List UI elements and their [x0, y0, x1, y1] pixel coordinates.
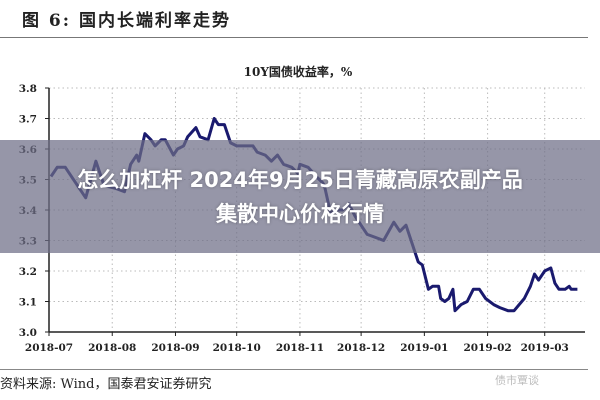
figure-title: 图 6: 国内长端利率走势: [22, 11, 231, 31]
x-tick-label: 2018-08: [88, 342, 136, 354]
y-tick-label: 3.8: [19, 83, 37, 95]
watermark: 债市覃谈: [495, 374, 539, 387]
x-tick-label: 2018-12: [337, 342, 385, 354]
x-tick-label: 2018-07: [25, 342, 73, 354]
y-tick-label: 3.1: [19, 297, 37, 309]
y-tick-label: 3.0: [19, 327, 37, 339]
banner-line-2: 集散中心价格行情: [216, 201, 384, 226]
x-tick-label: 2019-02: [463, 342, 511, 354]
banner-line-1: 怎么加杠杆 2024年9月25日青藏高原农副产品: [77, 167, 523, 192]
top-divider: [0, 37, 588, 38]
source-note: 资料来源: Wind，国泰君安证券研究: [0, 377, 212, 392]
chart-title: 10Y国债收益率，%: [244, 64, 353, 79]
x-tick-label: 2019-03: [521, 342, 569, 354]
x-tick-label: 2018-11: [276, 342, 324, 354]
bottom-divider: [0, 369, 588, 370]
x-tick-label: 2019-01: [400, 342, 448, 354]
x-tick-label: 2018-10: [213, 342, 261, 354]
y-tick-label: 3.7: [19, 114, 37, 126]
x-tick-label: 2018-09: [151, 342, 199, 354]
x-tick-labels: 2018-07 2018-08 2018-09 2018-10 2018-11 2018-…: [25, 342, 569, 354]
headline-banner[interactable]: 怎么加杠杆 2024年9月25日青藏高原农副产品 集散中心价格行情: [0, 140, 600, 253]
y-tick-label: 3.2: [19, 266, 37, 278]
